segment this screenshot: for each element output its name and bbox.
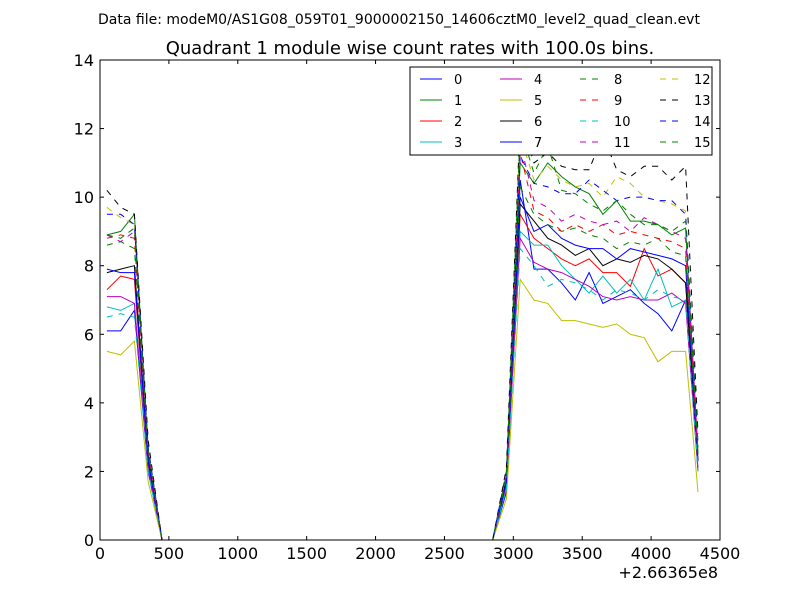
series-line-2 (106, 212, 699, 540)
x-tick-label: 1500 (286, 544, 327, 563)
legend-label-6: 6 (534, 115, 542, 130)
series-line-4 (106, 236, 699, 540)
y-tick-label: 14 (74, 51, 94, 70)
legend-label-1: 1 (454, 94, 462, 109)
x-tick-label: 2500 (424, 544, 465, 563)
legend-label-0: 0 (454, 73, 462, 88)
series-line-5 (106, 277, 699, 540)
series-line-1 (106, 161, 699, 540)
series-line-0 (106, 179, 699, 540)
series-line-7 (106, 196, 699, 540)
x-offset-label: +2.66365e8 (618, 563, 718, 582)
x-tick-label: 3500 (562, 544, 603, 563)
legend-label-11: 11 (614, 136, 631, 151)
legend-label-7: 7 (534, 136, 542, 151)
x-tick-label: 0 (95, 544, 105, 563)
x-tick-label: 4000 (631, 544, 672, 563)
legend-label-10: 10 (614, 115, 631, 130)
y-tick-label: 6 (84, 325, 94, 344)
legend-box (409, 66, 713, 156)
y-tick-label: 0 (84, 531, 94, 550)
legend-label-12: 12 (694, 73, 711, 88)
y-tick-label: 10 (74, 188, 94, 207)
legend-label-15: 15 (694, 136, 711, 151)
y-tick-label: 4 (84, 394, 94, 413)
series-line-12 (106, 135, 699, 540)
y-tick-label: 2 (84, 462, 94, 481)
legend-label-2: 2 (454, 115, 462, 130)
y-tick-label: 12 (74, 120, 94, 139)
series-line-9 (106, 152, 699, 540)
tick-layer: 0 500 1000 1500 2000 2500 3000 3500 4000 4500 0 2 4 6… (74, 51, 741, 563)
plot-frame (99, 59, 721, 541)
chart-title: Quadrant 1 module wise count rates with … (166, 38, 655, 59)
x-tick-label: 3000 (493, 544, 534, 563)
legend-label-13: 13 (694, 94, 711, 109)
x-tick-label: 2000 (355, 544, 396, 563)
x-tick-label: 4500 (700, 544, 741, 563)
legend-label-4: 4 (534, 73, 542, 88)
x-tick-label: 500 (154, 544, 185, 563)
legend-label-5: 5 (534, 94, 542, 109)
y-tick-label: 8 (84, 257, 94, 276)
x-tick-label: 1000 (217, 544, 258, 563)
legend-label-8: 8 (614, 73, 622, 88)
legend-label-14: 14 (694, 115, 711, 130)
series-line-3 (106, 230, 699, 540)
legend-label-9: 9 (614, 94, 622, 109)
legend-label-3: 3 (454, 136, 462, 151)
suptitle: Data file: modeM0/AS1G08_059T01_90000021… (98, 12, 700, 28)
series-line-6 (106, 202, 699, 540)
